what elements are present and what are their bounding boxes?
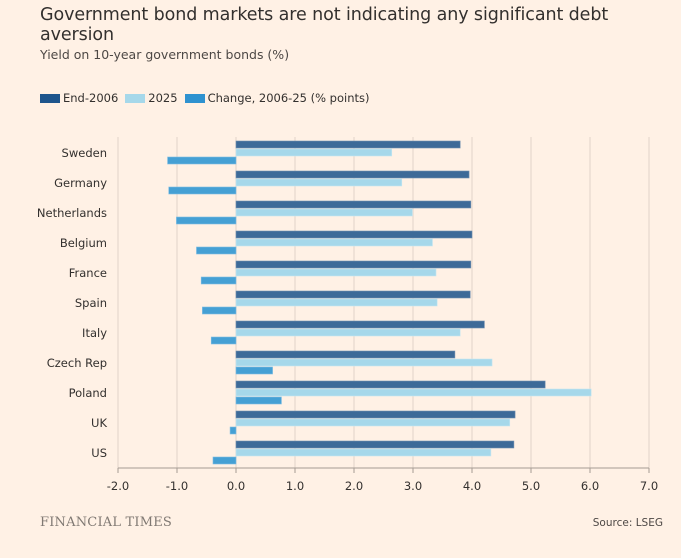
x-tick-label: 5.0 bbox=[522, 479, 540, 493]
bar-sweden-change bbox=[167, 156, 237, 165]
x-tick-label: 7.0 bbox=[640, 479, 658, 493]
bar-netherlands-2025 bbox=[235, 208, 413, 217]
bar-belgium-end-2006 bbox=[235, 230, 473, 239]
category-label: Netherlands bbox=[37, 206, 107, 220]
bar-italy-end-2006 bbox=[235, 320, 485, 329]
bar-france-end-2006 bbox=[235, 260, 472, 269]
bar-germany-change bbox=[168, 186, 237, 195]
category-label: France bbox=[69, 266, 107, 280]
legend-label-change: Change, 2006-25 (% points) bbox=[207, 91, 370, 105]
x-axis: -2.0 -1.0 0.0 1.0 2.0 3.0 4.0 5.0 6.0 7.0 bbox=[107, 467, 658, 493]
x-tick-label: 6.0 bbox=[581, 479, 599, 493]
bar-france-change bbox=[200, 276, 237, 285]
x-tick-label: 0.0 bbox=[227, 479, 245, 493]
chart-subtitle: Yield on 10-year government bonds (%) bbox=[40, 47, 290, 62]
bar-uk-change bbox=[229, 426, 237, 435]
category-label: Spain bbox=[75, 296, 107, 310]
bar-czech-rep-2025 bbox=[235, 358, 493, 367]
legend-swatch-end-2006 bbox=[40, 93, 60, 103]
bar-sweden-end-2006 bbox=[235, 140, 461, 149]
bar-italy-2025 bbox=[235, 328, 461, 337]
category-label: Czech Rep bbox=[47, 356, 107, 370]
legend-label-end-2006: End-2006 bbox=[63, 91, 119, 105]
category-label: Belgium bbox=[60, 236, 107, 250]
legend: End-2006 2025 Change, 2006-25 (% points) bbox=[40, 91, 376, 105]
legend-swatch-change bbox=[184, 93, 205, 103]
x-tick-label: -2.0 bbox=[107, 479, 129, 493]
legend-item-2025: 2025 bbox=[125, 91, 178, 105]
bar-netherlands-end-2006 bbox=[235, 200, 472, 209]
chart-title: Government bond markets are not indicati… bbox=[40, 5, 609, 45]
legend-swatch-2025 bbox=[125, 93, 146, 103]
legend-label-2025: 2025 bbox=[148, 91, 178, 105]
legend-item-change: Change, 2006-25 (% points) bbox=[184, 91, 370, 105]
category-label: Germany bbox=[54, 176, 107, 190]
bar-czech-rep-end-2006 bbox=[235, 350, 456, 359]
bar-spain-end-2006 bbox=[235, 290, 471, 299]
x-tick-label: -1.0 bbox=[166, 479, 188, 493]
bar-poland-change bbox=[235, 396, 282, 405]
bar-france-2025 bbox=[235, 268, 437, 277]
ft-logo: FINANCIAL TIMES bbox=[40, 515, 173, 530]
x-tick-label: 2.0 bbox=[345, 479, 363, 493]
bar-italy-change bbox=[210, 336, 237, 345]
x-tick-label: 1.0 bbox=[286, 479, 304, 493]
bars bbox=[167, 140, 592, 465]
bar-belgium-change bbox=[196, 246, 237, 255]
bar-netherlands-change bbox=[176, 216, 237, 225]
category-label: Italy bbox=[82, 326, 107, 340]
bar-uk-2025 bbox=[235, 418, 511, 427]
category-label: UK bbox=[91, 416, 107, 430]
bar-germany-end-2006 bbox=[235, 170, 470, 179]
category-label: US bbox=[91, 446, 107, 460]
source-note: Source: LSEG bbox=[592, 517, 663, 529]
x-tick-label: 4.0 bbox=[463, 479, 481, 493]
bar-belgium-2025 bbox=[235, 238, 433, 247]
category-label: Sweden bbox=[62, 146, 107, 160]
bar-spain-change bbox=[202, 306, 237, 315]
bar-czech-rep-change bbox=[235, 366, 273, 375]
bar-spain-2025 bbox=[235, 298, 438, 307]
category-label: Poland bbox=[69, 386, 107, 400]
legend-item-end-2006: End-2006 bbox=[40, 91, 118, 105]
bar-us-2025 bbox=[235, 448, 492, 457]
bar-poland-2025 bbox=[235, 388, 592, 397]
bar-poland-end-2006 bbox=[235, 380, 546, 389]
bar-us-change bbox=[212, 456, 237, 465]
category-labels: Sweden Germany Netherlands Belgium France Spa… bbox=[37, 146, 108, 460]
bar-uk-end-2006 bbox=[235, 410, 516, 419]
x-tick-label: 3.0 bbox=[404, 479, 422, 493]
bar-germany-2025 bbox=[235, 178, 403, 187]
bar-sweden-2025 bbox=[235, 148, 393, 157]
bar-us-end-2006 bbox=[235, 440, 515, 449]
